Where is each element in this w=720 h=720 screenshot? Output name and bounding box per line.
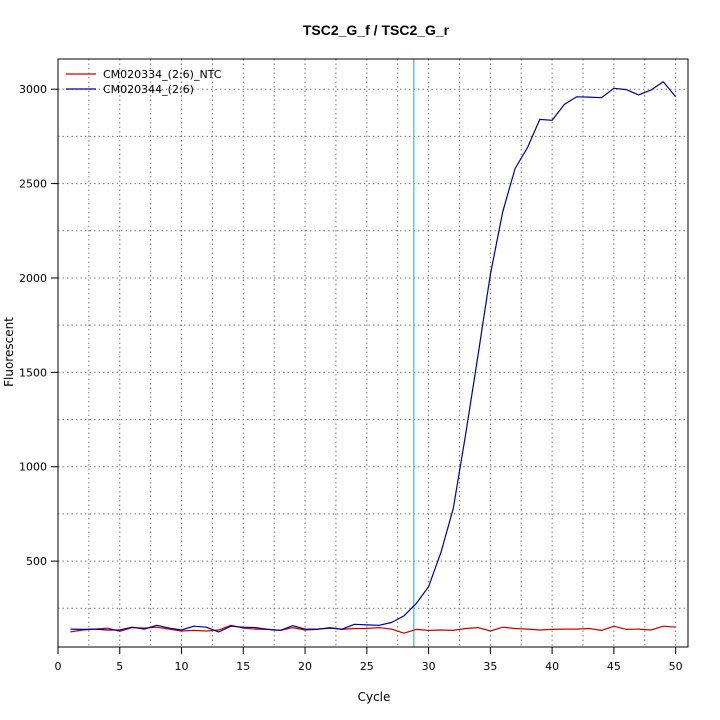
x-axis-label: Cycle [358,690,391,704]
x-tick-label: 10 [175,660,189,673]
y-axis-label: Fluorescent [2,317,16,387]
x-tick-label: 20 [298,660,312,673]
x-tick-label: 0 [55,660,62,673]
x-tick-label: 15 [236,660,250,673]
x-tick-label: 50 [669,660,683,673]
chart-title: TSC2_G_f / TSC2_G_r [303,22,450,38]
x-tick-label: 40 [545,660,559,673]
y-tick-label: 1500 [19,366,47,379]
legend-label-2: CM020344_(2:6) [103,83,194,96]
series-line-1 [70,624,676,634]
y-tick-label: 2000 [19,272,47,285]
y-tick-label: 500 [26,555,47,568]
series-lines [70,81,677,634]
series-line-2 [70,81,677,633]
grid [58,59,688,647]
legend: CM020334_(2:6)_NTC CM020344_(2:6) [66,68,222,96]
y-axis: 500 1000 1500 2000 2500 3000 [19,83,58,568]
x-tick-label: 35 [483,660,497,673]
legend-label-1: CM020334_(2:6)_NTC [103,68,222,81]
y-tick-label: 3000 [19,83,47,96]
x-tick-label: 5 [116,660,123,673]
x-tick-label: 30 [422,660,436,673]
y-tick-label: 2500 [19,178,47,191]
y-tick-label: 1000 [19,461,47,474]
plot-frame [57,58,689,648]
x-axis: 0 5 10 15 20 25 30 35 40 45 50 [55,647,683,673]
x-tick-label: 45 [607,660,621,673]
x-tick-label: 25 [360,660,374,673]
